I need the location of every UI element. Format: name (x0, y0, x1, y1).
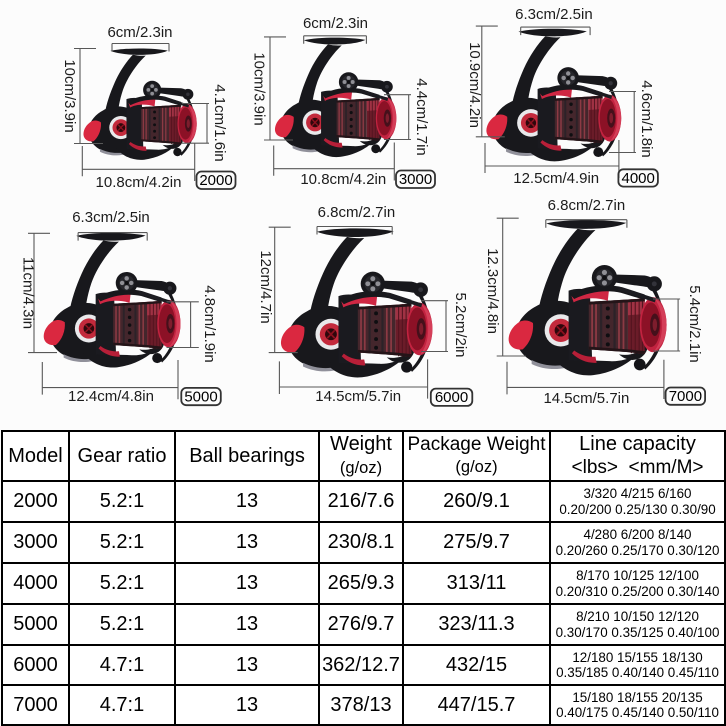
svg-text:6.8cm/2.7in: 6.8cm/2.7in (318, 204, 396, 221)
svg-text:10cm/3.9in: 10cm/3.9in (61, 59, 78, 132)
svg-text:6.3cm/2.5in: 6.3cm/2.5in (515, 6, 593, 23)
svg-text:14.5cm/5.7in: 14.5cm/5.7in (315, 388, 401, 405)
svg-text:7000: 7000 (669, 388, 702, 405)
svg-text:6000: 6000 (435, 389, 468, 406)
svg-text:4.6cm/1.8in: 4.6cm/1.8in (638, 80, 655, 158)
svg-text:3000: 3000 (399, 171, 432, 188)
svg-text:5.2cm/2in: 5.2cm/2in (452, 292, 469, 357)
svg-text:2000: 2000 (199, 172, 232, 189)
svg-text:6cm/2.3in: 6cm/2.3in (107, 24, 172, 41)
svg-text:4.1cm/1.6in: 4.1cm/1.6in (211, 84, 228, 162)
svg-text:4000: 4000 (622, 170, 655, 187)
svg-text:10.8cm/4.2in: 10.8cm/4.2in (96, 174, 182, 191)
svg-text:10.8cm/4.2in: 10.8cm/4.2in (300, 171, 386, 188)
svg-text:12.5cm/4.9in: 12.5cm/4.9in (513, 170, 599, 187)
svg-text:6.8cm/2.7in: 6.8cm/2.7in (548, 197, 626, 214)
svg-text:12.4cm/4.8in: 12.4cm/4.8in (68, 388, 154, 405)
svg-text:11cm/4.3in: 11cm/4.3in (20, 257, 37, 329)
svg-text:6cm/2.3in: 6cm/2.3in (303, 15, 368, 32)
svg-text:10.9cm/4.2in: 10.9cm/4.2in (466, 42, 483, 128)
svg-text:5000: 5000 (184, 388, 217, 405)
svg-text:12cm/4.7in: 12cm/4.7in (257, 250, 274, 323)
svg-text:5.4cm/2.1in: 5.4cm/2.1in (686, 285, 703, 363)
svg-text:10cm/3.9in: 10cm/3.9in (250, 52, 267, 125)
svg-text:4.8cm/1.9in: 4.8cm/1.9in (201, 285, 218, 363)
svg-text:14.5cm/5.7in: 14.5cm/5.7in (543, 390, 629, 407)
svg-text:12.3cm/4.8in: 12.3cm/4.8in (484, 248, 501, 334)
svg-text:4.4cm/1.7in: 4.4cm/1.7in (413, 78, 430, 156)
svg-text:6.3cm/2.5in: 6.3cm/2.5in (72, 209, 150, 226)
